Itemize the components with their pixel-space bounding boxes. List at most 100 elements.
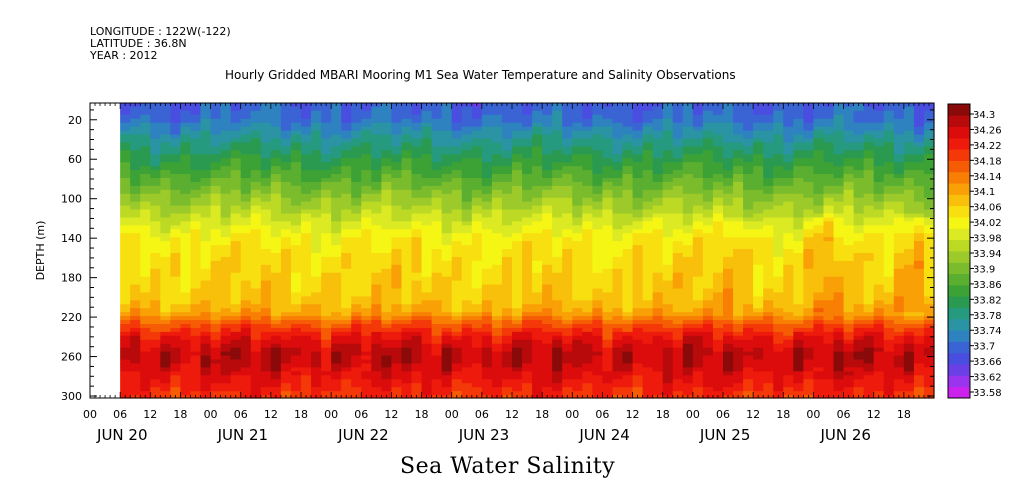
field-cell [280,324,292,329]
field-cell [662,201,674,207]
field-cell [411,154,423,159]
field-cell [562,296,573,301]
field-cell [361,233,372,238]
field-cell [481,201,493,207]
field-cell [743,189,754,195]
field-cell [120,225,131,230]
field-cell [672,177,684,183]
field-cell [552,264,563,270]
field-cell [491,134,503,140]
field-cell [190,130,202,136]
field-cell [481,355,493,361]
field-cell [733,245,744,250]
field-cell [783,174,794,179]
field-cell [381,122,393,128]
field-cell [120,343,131,349]
field-cell [411,225,423,230]
field-cell [190,324,202,329]
field-cell [622,272,634,278]
field-cell [120,197,131,203]
field-cell [501,284,513,290]
field-cell [280,347,292,353]
field-cell [753,304,764,309]
field-cell [391,185,403,191]
field-cell [260,363,272,369]
field-cell [321,249,332,254]
field-cell [341,371,352,376]
field-cell [642,229,654,234]
field-cell [331,106,342,112]
field-cell [491,383,503,388]
field-cell [411,260,423,266]
field-cell [723,146,734,151]
field-cell [170,162,182,167]
field-cell [642,351,654,357]
field-cell [230,237,242,242]
field-cell [190,331,202,337]
field-cell [592,118,604,124]
field-cell [773,375,784,380]
field-cell [763,217,774,222]
field-cell [411,118,423,124]
field-cell [311,339,322,345]
field-cell [672,355,684,361]
field-cell [753,166,764,171]
field-cell [512,229,523,234]
field-cell [361,387,372,392]
field-cell [702,363,714,369]
field-cell [421,126,433,132]
field-cell [692,197,704,203]
field-cell [391,114,403,120]
field-cell [672,221,684,226]
field-cell [622,256,634,262]
field-cell [411,284,423,290]
field-cell [632,229,644,234]
field-cell [692,335,704,341]
field-cell [572,324,583,329]
field-cell [421,134,433,140]
field-cell [210,355,222,361]
field-cell [532,252,543,258]
field-cell [270,331,282,337]
field-cell [662,138,674,144]
field-cell [120,221,131,226]
field-cell [753,146,764,151]
field-cell [733,174,744,179]
field-cell [230,320,242,325]
field-cell [532,166,543,171]
field-cell [481,312,493,317]
field-cell [451,355,463,361]
field-cell [753,233,764,238]
field-cell [190,225,202,230]
field-cell [331,197,342,203]
field-cell [220,347,232,353]
field-cell [351,268,362,274]
field-cell [341,245,352,250]
field-cell [371,217,382,222]
field-cell [160,359,171,365]
field-cell [341,177,352,183]
field-cell [682,126,694,132]
field-cell [431,122,443,128]
field-cell [280,252,292,258]
field-cell [753,292,764,297]
field-cell [140,351,151,357]
field-cell [632,339,644,345]
field-cell [542,316,553,321]
field-cell [140,387,151,392]
field-cell [301,355,312,361]
field-cell [321,106,332,112]
field-cell [692,339,704,345]
field-cell [280,312,292,317]
field-cell [532,245,543,250]
field-cell [632,241,644,246]
field-cell [301,229,312,234]
field-cell [702,327,714,333]
field-cell [401,225,413,230]
field-cell [773,327,784,333]
field-cell [200,213,212,219]
field-cell [180,272,192,278]
field-cell [773,229,784,234]
field-cell [210,320,222,325]
field-cell [371,146,382,151]
